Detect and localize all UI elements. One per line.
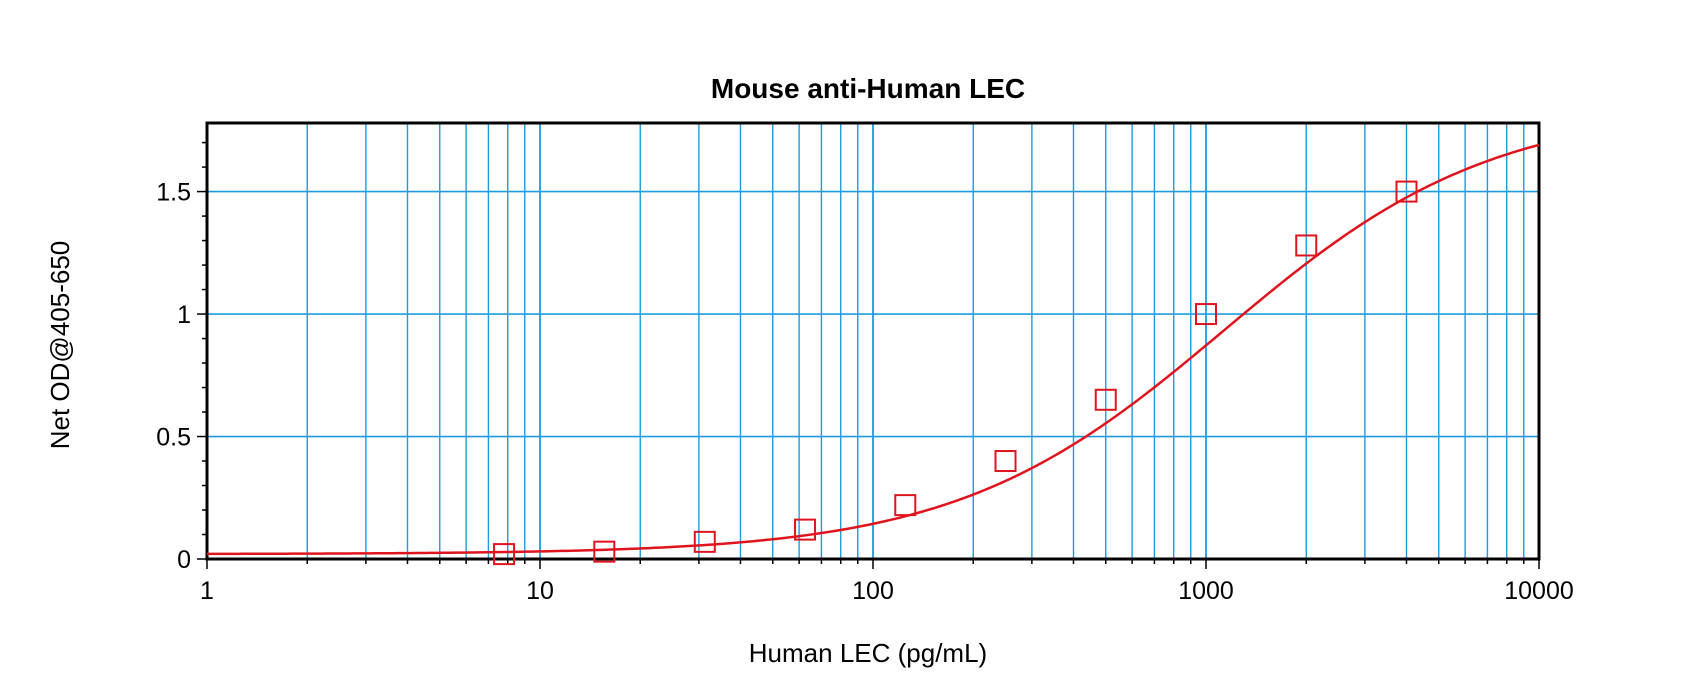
tick-labels: 1 10 100 1000 10000 0 0.5 1 1.5: [156, 179, 1574, 605]
y-axis-label: Net OD@405-650: [45, 241, 75, 450]
data-point: [794, 518, 817, 541]
chart-title: Mouse anti-Human LEC: [711, 73, 1025, 104]
x-tick-label: 1: [200, 577, 214, 605]
y-tick-label: 1.5: [156, 179, 191, 207]
data-point: [1395, 180, 1418, 203]
x-tick-label: 10000: [1504, 577, 1574, 605]
data-points: [493, 180, 1418, 566]
y-tick-label: 0: [177, 546, 191, 574]
x-tick-label: 100: [852, 577, 894, 605]
axes: [197, 121, 1541, 569]
data-point: [493, 543, 516, 566]
x-tick-label: 1000: [1178, 577, 1234, 605]
data-point: [894, 494, 917, 517]
data-point: [1094, 388, 1117, 411]
data-point: [693, 530, 716, 553]
grid: [207, 123, 1539, 559]
x-axis-label: Human LEC (pg/mL): [749, 638, 987, 668]
x-tick-label: 10: [526, 577, 554, 605]
data-point: [1295, 234, 1318, 257]
data-point: [1195, 303, 1217, 326]
data-point: [593, 540, 616, 563]
y-tick-label: 0.5: [156, 424, 191, 452]
data-point: [994, 450, 1017, 473]
y-tick-label: 1: [177, 301, 191, 329]
